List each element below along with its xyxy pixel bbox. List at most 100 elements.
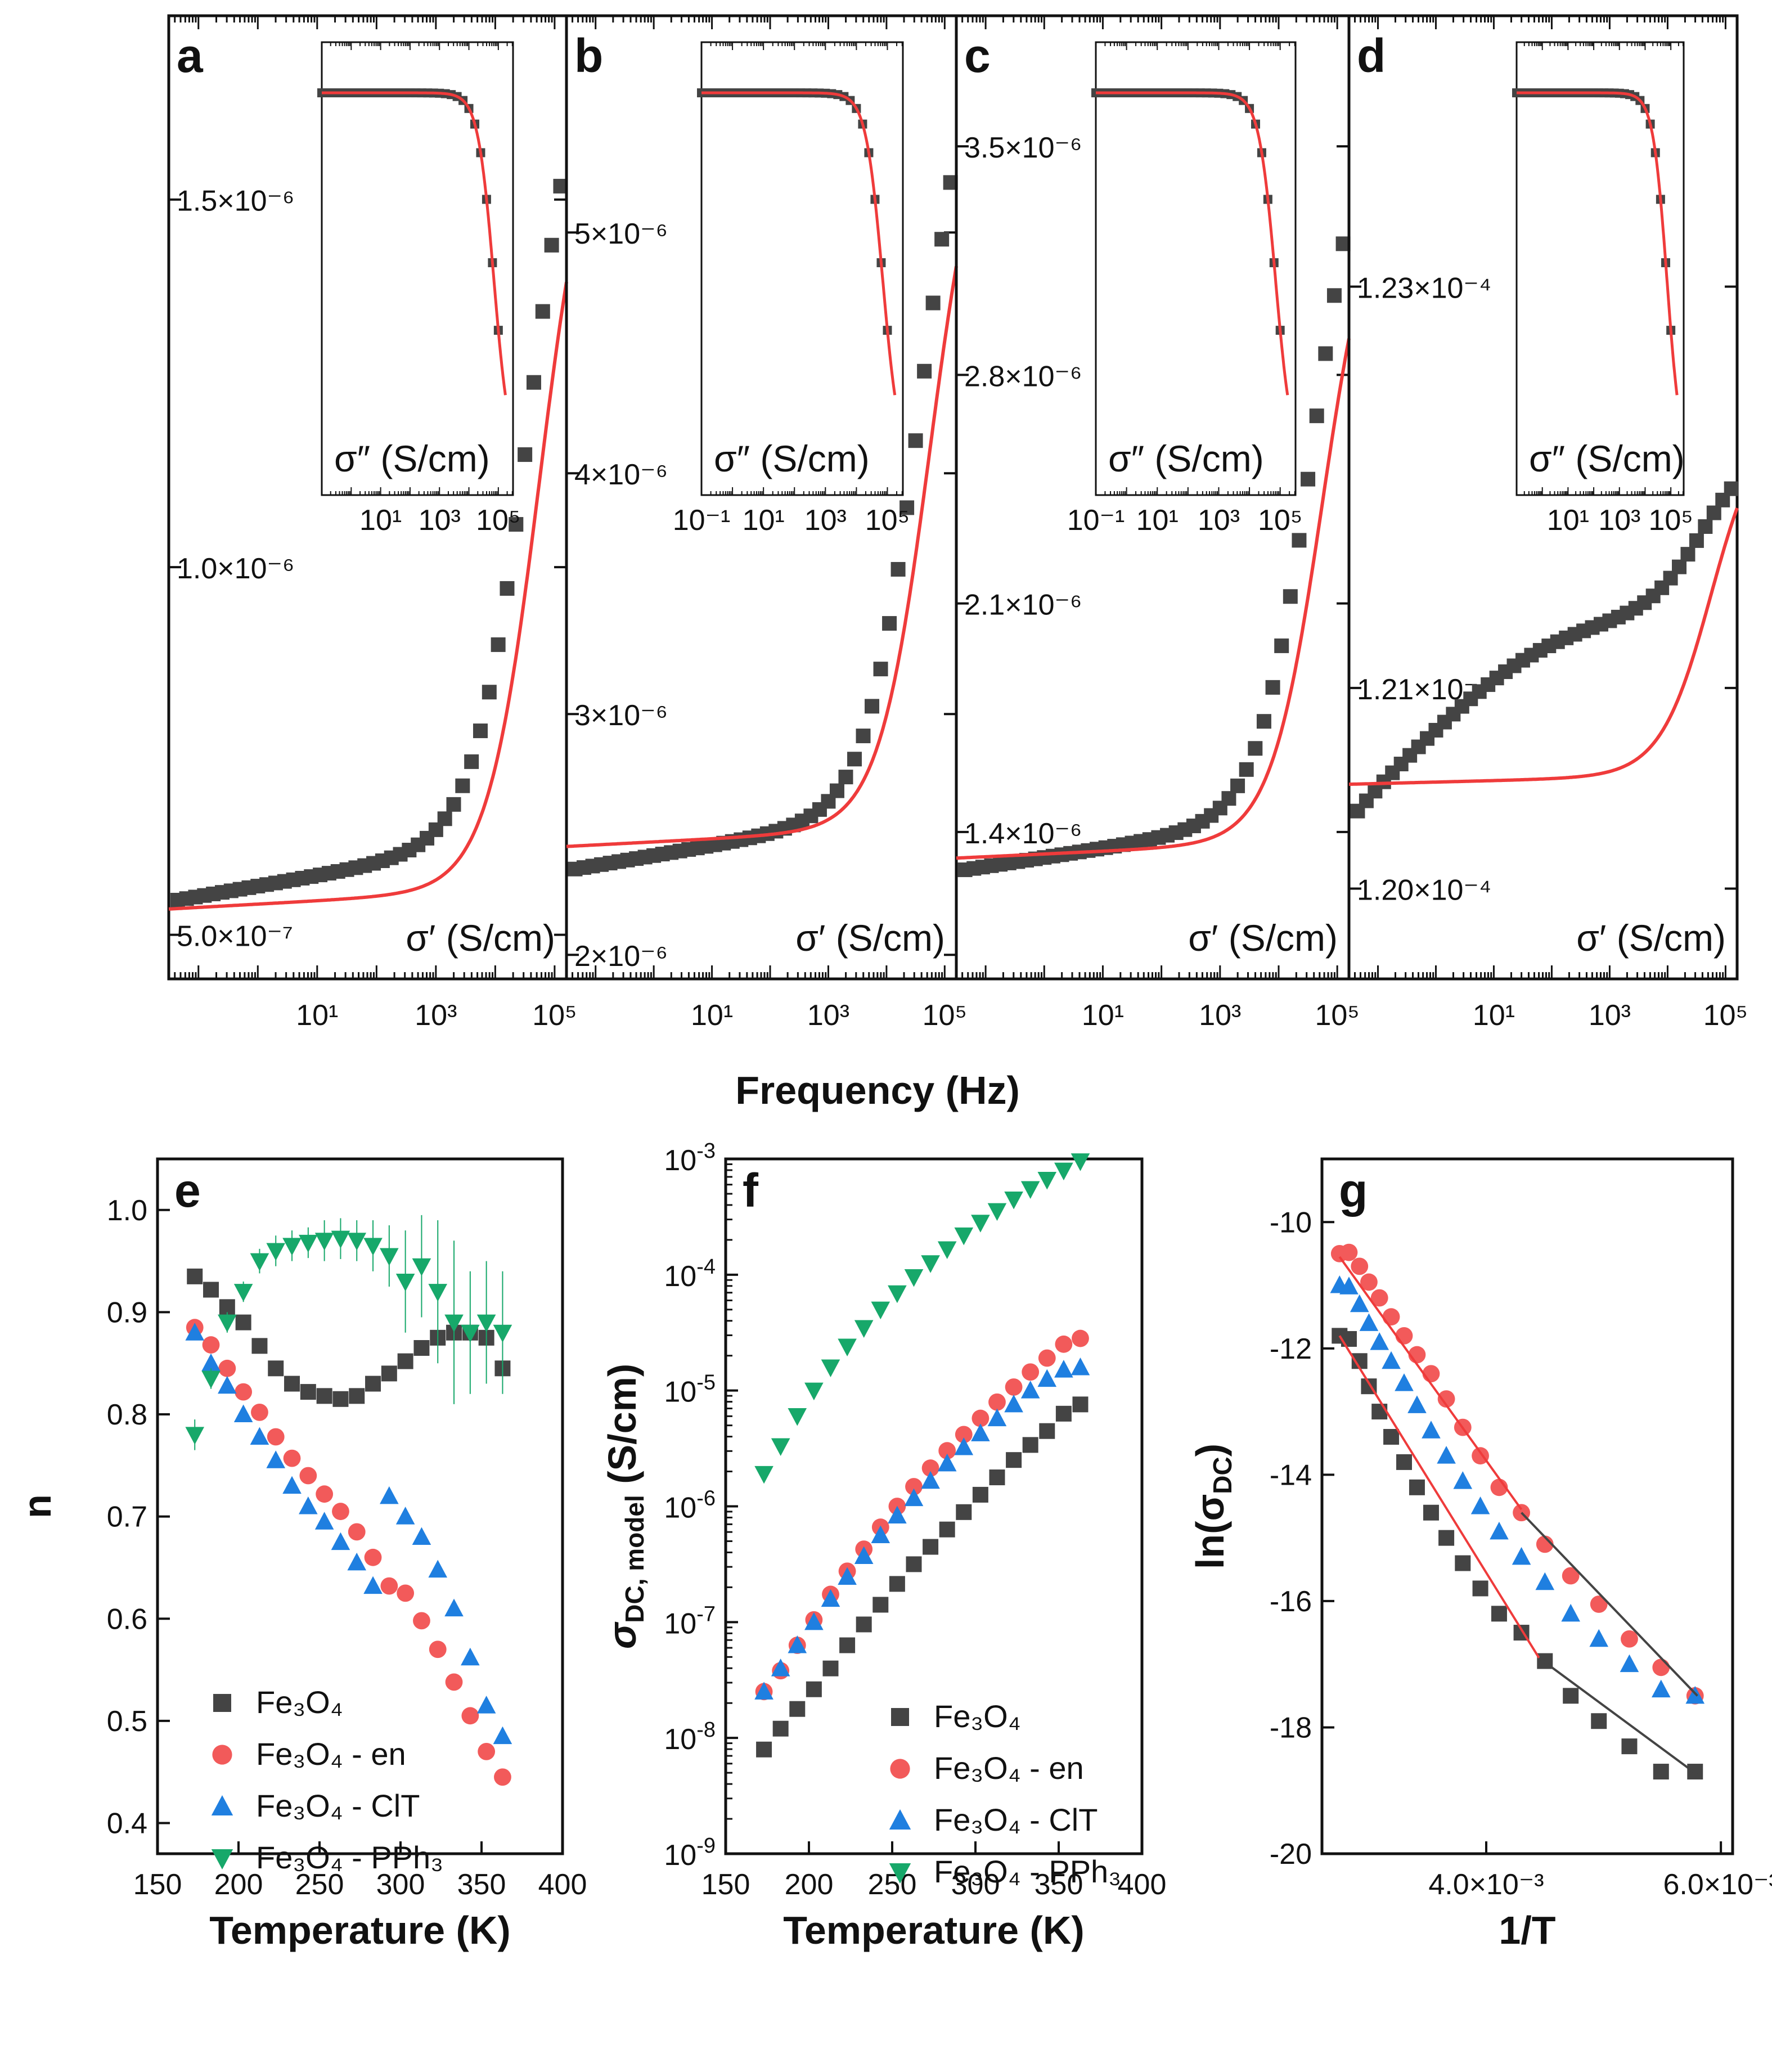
data-point	[771, 1659, 790, 1677]
y-tick-label: 10-8	[664, 1718, 716, 1756]
data-point	[299, 1467, 317, 1485]
inset-frame	[321, 41, 514, 496]
data-point	[754, 1682, 773, 1700]
x-tick-label: 250	[868, 1868, 917, 1901]
data-point	[872, 1597, 889, 1613]
data-series	[568, 175, 958, 877]
data-point	[428, 1284, 448, 1302]
y-tick-label: 1.0×10⁻⁶	[177, 552, 294, 585]
inset-label: σ″ (S/cm)	[1108, 438, 1264, 479]
data-point	[934, 232, 950, 247]
inset-c: 10⁻¹ 10¹ 10³ 10⁵ σ″ (S/cm)	[1067, 41, 1302, 537]
data-point	[1437, 1446, 1456, 1464]
data-point	[493, 1726, 512, 1745]
panel-c: 10¹ 10³ 10⁵ 3.5×10⁻⁶ 2.8×10⁻⁶ 2.1×10⁻⁶ 1.4×10⁻…	[955, 14, 1360, 1032]
data-point	[444, 1598, 464, 1617]
data-point	[1020, 1181, 1040, 1199]
data-point	[1318, 346, 1333, 361]
data-point	[509, 517, 524, 532]
x-tick-label: 200	[785, 1868, 834, 1901]
data-point	[299, 1234, 318, 1253]
data-point	[1005, 1378, 1023, 1396]
x-tick-label: 150	[701, 1868, 750, 1901]
data-point	[1383, 1429, 1400, 1445]
inset-x-label: 10³	[804, 504, 847, 537]
panel-f: 150 200 250 300 350 400 10-3 10-4 10-5 10-6 10-7 10…	[600, 1139, 1166, 1952]
panel-g: 4.0×10⁻³ 6.0×10⁻³ -10 -12 -14 -16 -18 -20 g 1/T ln…	[1188, 1157, 1772, 1952]
data-point	[493, 1324, 512, 1343]
y-tick-label: 10-6	[664, 1487, 716, 1525]
x-tick-label: 10¹	[1082, 999, 1124, 1032]
data-point	[1309, 408, 1324, 424]
data-point	[821, 1589, 840, 1607]
data-point	[1472, 1580, 1488, 1597]
data-point	[1382, 1351, 1401, 1369]
data-point	[218, 1376, 237, 1394]
panel-label: d	[1357, 29, 1386, 82]
data-point	[1491, 1606, 1507, 1622]
sigma-prime-label: σ′ (S/cm)	[406, 917, 555, 959]
inset-x-label: 10⁵	[1258, 504, 1302, 537]
data-point	[1470, 1496, 1490, 1514]
x-tick-label: 10³	[1199, 999, 1241, 1032]
inset-fit	[1517, 91, 1679, 395]
x-tick-label: 250	[295, 1868, 344, 1901]
data-point	[397, 1584, 415, 1602]
data-point	[284, 1376, 300, 1392]
x-tick-label: 4.0×10⁻³	[1428, 1868, 1544, 1901]
x-axis-label: Temperature (K)	[783, 1908, 1084, 1952]
y-tick-label: 4×10⁻⁶	[574, 459, 668, 491]
data-point	[987, 1203, 1007, 1221]
data-point	[1054, 1162, 1073, 1181]
data-point	[1071, 1358, 1090, 1376]
x-tick-label: 10¹	[1473, 999, 1515, 1032]
data-point	[1055, 1405, 1072, 1422]
series-triangle-up	[185, 1323, 512, 1745]
data-point	[1071, 1153, 1090, 1171]
data-point	[300, 1384, 316, 1400]
data-point	[821, 1359, 840, 1377]
legend-label: Fe₃O₄ - en	[256, 1736, 406, 1772]
y-tick-label: 10-4	[664, 1255, 716, 1293]
data-point	[314, 1233, 334, 1251]
data-point	[268, 1360, 284, 1377]
legend-marker	[889, 1809, 911, 1830]
data-point	[1004, 1192, 1023, 1210]
panel-a: 10¹ 10³ 10⁵ 1.5×10⁻⁶ 1.0×10⁻⁶ 5.0×10⁻⁷ a σ′ (S/…	[167, 14, 577, 1032]
data-point	[971, 1423, 990, 1441]
fit-line	[566, 266, 958, 848]
series-triangle-down	[754, 1153, 1090, 1484]
data-point	[316, 1388, 332, 1404]
frequency-axis-label: Frequency (Hz)	[735, 1068, 1020, 1112]
data-point	[1653, 1764, 1669, 1780]
inset-x-label: 10¹	[359, 504, 402, 537]
x-tick-label: 400	[1118, 1868, 1167, 1901]
data-point	[250, 1253, 269, 1271]
data-point	[1054, 1360, 1073, 1378]
data-point	[939, 1521, 955, 1538]
data-point	[1396, 1454, 1412, 1470]
data-point	[478, 1742, 496, 1760]
legend-marker	[211, 1795, 233, 1815]
series-square	[1332, 1328, 1703, 1780]
data-point	[429, 1640, 447, 1659]
data-point	[1437, 1390, 1455, 1408]
data-point	[1274, 638, 1289, 653]
data-point	[364, 1548, 382, 1566]
data-point	[1265, 680, 1280, 695]
data-point	[412, 1258, 431, 1277]
data-point	[1055, 1335, 1073, 1353]
legend-label: Fe₃O₄	[934, 1698, 1021, 1734]
x-tick-label: 6.0×10⁻³	[1663, 1868, 1772, 1901]
sigma-prime-label: σ′ (S/cm)	[1576, 917, 1726, 959]
data-point	[381, 1365, 397, 1382]
y-tick-label: 0.4	[107, 1808, 147, 1840]
y-tick-label: 10-5	[664, 1371, 716, 1409]
data-point	[954, 1437, 974, 1455]
data-point	[937, 1453, 957, 1472]
data-point	[1563, 1688, 1579, 1704]
legend-marker	[889, 1863, 911, 1884]
inset-x-label: 10³	[419, 504, 461, 537]
y-axis-label: ln(σDC)	[1188, 1444, 1237, 1569]
x-tick-label: 350	[1035, 1868, 1083, 1901]
